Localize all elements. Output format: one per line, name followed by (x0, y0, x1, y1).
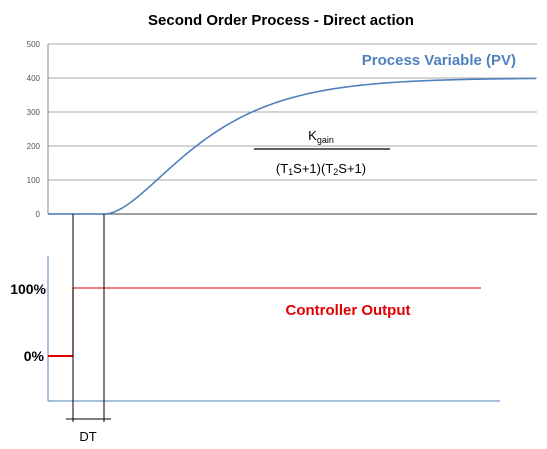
pv-y-tick-label: 500 (27, 40, 41, 49)
pv-y-tick-labels: 0 100 200 300 400 500 (27, 40, 41, 219)
pv-y-tick-label: 100 (27, 176, 41, 185)
pv-y-tick-label: 200 (27, 142, 41, 151)
transfer-function: Kgain (T1S+1)(T2S+1) (254, 128, 390, 177)
pv-y-tick-label: 0 (36, 210, 41, 219)
dead-time-label: DT (79, 429, 96, 444)
pv-y-tick-label: 300 (27, 108, 41, 117)
chart-title: Second Order Process - Direct action (148, 12, 414, 29)
tf-numerator: Kgain (308, 128, 334, 145)
tf-denominator: (T1S+1)(T2S+1) (276, 161, 366, 177)
pv-y-tick-label: 400 (27, 74, 41, 83)
co-series-label: Controller Output (286, 302, 411, 319)
co-0-percent-label: 0% (24, 348, 45, 364)
pv-series-line (48, 77, 537, 215)
pv-series-label: Process Variable (PV) (362, 52, 516, 69)
co-100-percent-label: 100% (10, 281, 46, 297)
pv-gridlines (48, 43, 537, 215)
